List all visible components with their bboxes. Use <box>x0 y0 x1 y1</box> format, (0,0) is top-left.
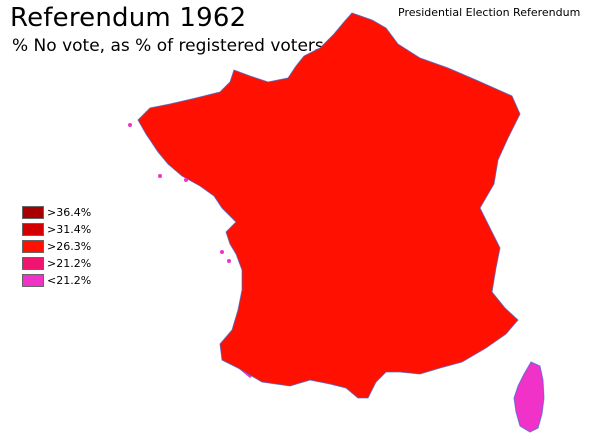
map-title: Referendum 1962 <box>10 3 247 33</box>
legend-item: >31.4% <box>22 221 91 238</box>
legend-item: >26.3% <box>22 238 91 255</box>
island <box>158 174 162 178</box>
legend-swatch <box>22 223 44 236</box>
legend-swatch <box>22 257 44 270</box>
map-note: Presidential Election Referendum <box>398 6 581 19</box>
island <box>184 178 188 182</box>
legend-item: >21.2% <box>22 255 91 272</box>
legend: >36.4% >31.4% >26.3% >21.2% <21.2% <box>22 204 91 289</box>
legend-label: >21.2% <box>47 257 92 270</box>
island <box>128 123 132 127</box>
map-subtitle: % No vote, as % of registered voters <box>12 36 324 56</box>
legend-item: <21.2% <box>22 272 91 289</box>
legend-label: >36.4% <box>47 206 92 219</box>
legend-swatch <box>22 274 44 287</box>
legend-label: >26.3% <box>47 240 92 253</box>
legend-item: >36.4% <box>22 204 91 221</box>
island <box>227 259 231 263</box>
island <box>220 250 224 254</box>
legend-swatch <box>22 240 44 253</box>
legend-label: <21.2% <box>47 274 92 287</box>
legend-label: >31.4% <box>47 223 92 236</box>
legend-swatch <box>22 206 44 219</box>
